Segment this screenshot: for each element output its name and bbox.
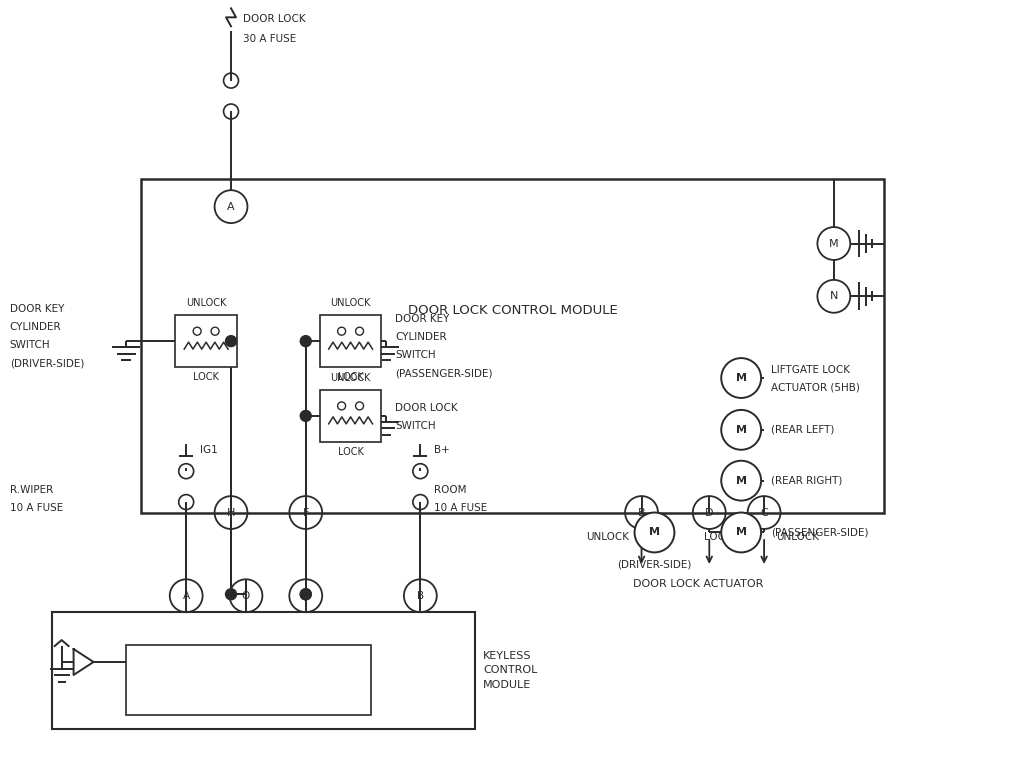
Text: LIFTGATE LOCK: LIFTGATE LOCK [771, 365, 850, 375]
Text: K: K [302, 591, 309, 601]
Text: (REAR RIGHT): (REAR RIGHT) [771, 475, 843, 485]
Bar [319, 315, 382, 367]
Bar [319, 390, 382, 442]
Text: (DRIVER-SIDE): (DRIVER-SIDE) [617, 559, 691, 569]
Text: B: B [417, 591, 424, 601]
Text: R.WIPER: R.WIPER [10, 485, 53, 495]
Text: M: M [649, 528, 660, 538]
Text: LOCK: LOCK [194, 372, 219, 382]
Circle shape [721, 358, 761, 398]
Bar [51, 612, 475, 729]
Text: 30 A FUSE: 30 A FUSE [243, 35, 296, 45]
Circle shape [721, 410, 761, 450]
Text: A: A [182, 591, 189, 601]
Text: LOCK: LOCK [705, 532, 732, 542]
Text: A: A [227, 202, 234, 212]
Text: N: N [829, 291, 838, 301]
Text: UNLOCK: UNLOCK [587, 532, 630, 542]
Text: CYLINDER: CYLINDER [395, 333, 447, 343]
Text: DOOR LOCK: DOOR LOCK [243, 15, 305, 25]
Text: (DRIVER-SIDE): (DRIVER-SIDE) [10, 358, 84, 368]
Text: M: M [735, 425, 746, 435]
Text: M: M [735, 528, 746, 538]
Circle shape [721, 461, 761, 501]
Circle shape [300, 410, 311, 422]
Text: DOOR LOCK CONTROL MODULE: DOOR LOCK CONTROL MODULE [408, 304, 617, 317]
Text: CONTROL: CONTROL [483, 665, 538, 676]
Text: UNLOCK: UNLOCK [331, 373, 371, 383]
Text: (PASSENGER-SIDE): (PASSENGER-SIDE) [771, 528, 868, 538]
Text: MICROCOMPUTER: MICROCOMPUTER [199, 675, 298, 685]
Text: B: B [638, 508, 645, 518]
Text: SWITCH: SWITCH [395, 421, 436, 431]
Circle shape [225, 589, 237, 600]
Circle shape [300, 336, 311, 346]
Text: DOOR LOCK ACTUATOR: DOOR LOCK ACTUATOR [633, 579, 763, 589]
Text: LOCK: LOCK [338, 372, 364, 382]
Bar [175, 315, 237, 367]
Text: CYLINDER: CYLINDER [10, 323, 61, 333]
Text: M: M [735, 475, 746, 485]
Circle shape [225, 336, 237, 346]
Text: F: F [302, 508, 309, 518]
Text: KEYLESS: KEYLESS [483, 650, 531, 660]
Text: 10 A FUSE: 10 A FUSE [434, 502, 487, 512]
Text: 10 A FUSE: 10 A FUSE [10, 502, 63, 512]
Text: M: M [735, 373, 746, 383]
Text: LOCK: LOCK [338, 447, 364, 457]
Text: C: C [760, 508, 768, 518]
Text: H: H [227, 508, 236, 518]
Text: D: D [706, 508, 714, 518]
Text: M: M [829, 239, 839, 249]
Text: DOOR KEY: DOOR KEY [395, 314, 450, 324]
Text: SWITCH: SWITCH [395, 350, 436, 360]
Text: DOOR KEY: DOOR KEY [10, 304, 65, 314]
Bar [126, 645, 371, 715]
Bar [141, 179, 884, 512]
Circle shape [635, 512, 675, 552]
Text: ROOM: ROOM [434, 485, 467, 495]
Text: MODULE: MODULE [483, 680, 531, 690]
Text: IG1: IG1 [200, 445, 218, 455]
Text: SWITCH: SWITCH [10, 340, 50, 350]
Text: UNLOCK: UNLOCK [776, 532, 819, 542]
Text: UNLOCK: UNLOCK [186, 298, 226, 308]
Circle shape [721, 512, 761, 552]
Text: (PASSENGER-SIDE): (PASSENGER-SIDE) [395, 368, 493, 378]
Text: O: O [242, 591, 250, 601]
Text: B+: B+ [434, 445, 450, 455]
Text: (REAR LEFT): (REAR LEFT) [771, 425, 835, 435]
Text: DOOR LOCK: DOOR LOCK [395, 403, 458, 413]
Text: ACTUATOR (5HB): ACTUATOR (5HB) [771, 383, 860, 393]
Text: UNLOCK: UNLOCK [331, 298, 371, 308]
Circle shape [300, 589, 311, 600]
Circle shape [300, 589, 311, 600]
